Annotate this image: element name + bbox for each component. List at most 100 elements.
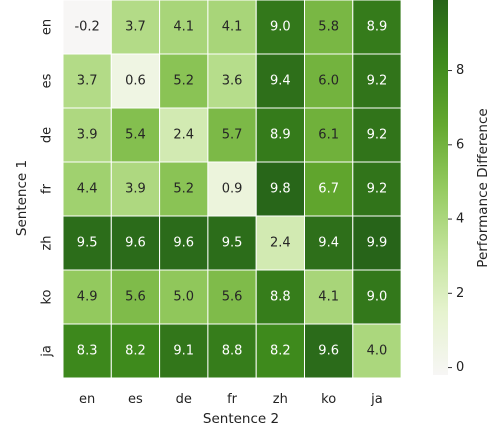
heatmap-cell: [207, 323, 257, 379]
heatmap-cell: [304, 53, 354, 109]
cell-value-label: 5.8: [318, 20, 339, 35]
heatmap-cell: [352, 107, 402, 163]
heatmap-cell: [255, 107, 306, 163]
cell-value-label: 8.3: [77, 344, 98, 359]
cell-value-label: 5.2: [173, 74, 194, 89]
y-tick-label: de: [40, 127, 55, 143]
cell-value-label: 9.1: [173, 344, 194, 359]
cell-value-label: 5.6: [125, 290, 146, 305]
cell-value-label: -0.2: [74, 20, 99, 35]
cell-value-label: 5.0: [173, 290, 194, 305]
heatmap-cell: [304, 269, 354, 325]
cell-value-label: 8.8: [270, 290, 291, 305]
cell-value-label: 8.9: [270, 128, 291, 143]
heatmap-cell: [207, 269, 257, 325]
colorbar-ticks: 0 2 4 6 8: [448, 63, 464, 375]
heatmap-cell: [304, 0, 354, 55]
heatmap-cell: [110, 0, 161, 55]
heatmap-cell: [352, 269, 402, 325]
cell-value-label: 8.9: [367, 20, 388, 35]
cell-value-label: 5.6: [222, 290, 243, 305]
colorbar-tick-label: 4: [456, 212, 464, 227]
colorbar: [433, 0, 448, 375]
cell-value-label: 0.9: [222, 182, 243, 197]
heatmap-cell: [207, 0, 257, 55]
heatmap-cell: [352, 161, 402, 217]
y-tick-label: ja: [40, 345, 55, 358]
y-tick-label: zh: [40, 235, 55, 250]
cell-value-label: 3.9: [125, 182, 146, 197]
x-axis-ticks: en es de fr zh ko ja: [79, 392, 383, 407]
heatmap-cell: [62, 269, 112, 325]
colorbar-tick-label: 2: [456, 286, 464, 301]
cell-value-label: 8.2: [125, 344, 146, 359]
cell-value-label: 9.5: [222, 236, 243, 251]
heatmap-cell: [255, 53, 306, 109]
heatmap-cell: [62, 323, 112, 379]
cell-value-label: 3.6: [222, 74, 243, 89]
colorbar-tick-label: 8: [456, 63, 464, 78]
heatmap-cell: [255, 0, 306, 55]
heatmap-cells: -0.2 3.7 4.1 4.1 9.0 5.8 8.9 3.7 0.6 5.2 3.6 9.4 6.0…: [62, 0, 402, 379]
cell-value-label: 4.4: [77, 182, 98, 197]
cell-value-label: 9.4: [270, 74, 291, 89]
heatmap-cell: [159, 161, 209, 217]
heatmap-cell: [62, 161, 112, 217]
heatmap-cell: [352, 215, 402, 271]
cell-value-label: 4.9: [77, 290, 98, 305]
cell-value-label: 3.7: [77, 74, 98, 89]
y-axis-ticks: en es de fr zh ko ja: [40, 19, 55, 358]
cell-value-label: 6.7: [318, 182, 339, 197]
y-tick-label: es: [40, 73, 55, 88]
cell-value-label: 9.8: [270, 182, 291, 197]
cell-value-label: 2.4: [173, 128, 194, 143]
cell-value-label: 9.6: [125, 236, 146, 251]
y-axis-title: Sentence 1: [14, 160, 30, 236]
cell-value-label: 8.2: [270, 344, 291, 359]
cell-value-label: 9.2: [367, 182, 388, 197]
x-tick-label: en: [79, 392, 95, 407]
cell-value-label: 5.4: [125, 128, 146, 143]
heatmap-cell: [62, 0, 112, 55]
cell-value-label: 6.1: [318, 128, 339, 143]
heatmap-cell: [110, 269, 161, 325]
x-tick-label: fr: [227, 392, 238, 407]
heatmap-cell: [304, 215, 354, 271]
cell-value-label: 9.6: [318, 344, 339, 359]
x-tick-label: de: [176, 392, 192, 407]
x-tick-label: ja: [370, 392, 383, 407]
heatmap-cell: [110, 107, 161, 163]
x-tick-label: ko: [321, 392, 336, 407]
heatmap-cell: [62, 107, 112, 163]
cell-value-label: 5.7: [222, 128, 243, 143]
x-tick-label: es: [128, 392, 143, 407]
heatmap-cell: [159, 215, 209, 271]
heatmap-cell: [159, 0, 209, 55]
cell-value-label: 9.4: [318, 236, 339, 251]
heatmap-cell: [352, 323, 402, 379]
cell-value-label: 9.6: [173, 236, 194, 251]
cell-value-label: 8.8: [222, 344, 243, 359]
cell-value-label: 5.2: [173, 182, 194, 197]
cell-value-label: 2.4: [270, 236, 291, 251]
y-tick-label: ko: [40, 289, 55, 304]
heatmap-cell: [207, 107, 257, 163]
colorbar-label: Performance Difference: [475, 108, 491, 267]
y-tick-label: fr: [40, 183, 55, 194]
cell-value-label: 4.1: [173, 20, 194, 35]
cell-value-label: 9.9: [367, 236, 388, 251]
heatmap-cell: [304, 161, 354, 217]
colorbar-tick-label: 0: [456, 360, 464, 375]
cell-value-label: 6.0: [318, 74, 339, 89]
cell-value-label: 0.6: [125, 74, 146, 89]
cell-value-label: 9.5: [77, 236, 98, 251]
heatmap-cell: [159, 107, 209, 163]
cell-value-label: 3.9: [77, 128, 98, 143]
heatmap-cell: [110, 161, 161, 217]
cell-value-label: 4.1: [318, 290, 339, 305]
heatmap-cell: [255, 323, 306, 379]
heatmap-cell: [352, 0, 402, 55]
heatmap-cell: [62, 53, 112, 109]
x-tick-label: zh: [273, 392, 288, 407]
